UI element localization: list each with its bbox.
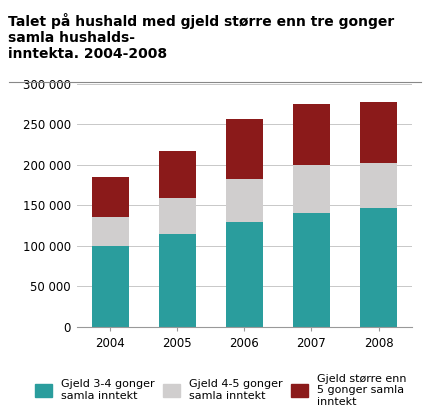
Text: Talet på hushald med gjeld større enn tre gonger samla hushalds-
inntekta. 2004-: Talet på hushald med gjeld større enn tr… (8, 13, 395, 61)
Bar (360, 102, 397, 163)
Bar (226, 222, 263, 327)
Bar (159, 198, 196, 234)
Bar (360, 208, 397, 327)
Bar (293, 212, 330, 327)
Bar (360, 163, 397, 208)
Legend: Gjeld 3-4 gonger
samla inntekt, Gjeld 4-5 gonger
samla inntekt, Gjeld større enn: Gjeld 3-4 gonger samla inntekt, Gjeld 4-… (35, 374, 406, 407)
Bar (92, 177, 129, 217)
Bar (226, 179, 263, 222)
Bar (92, 217, 129, 246)
Bar (293, 104, 330, 165)
Bar (159, 234, 196, 327)
Bar (293, 165, 330, 212)
Bar (92, 246, 129, 327)
Bar (226, 119, 263, 179)
Bar (159, 151, 196, 198)
